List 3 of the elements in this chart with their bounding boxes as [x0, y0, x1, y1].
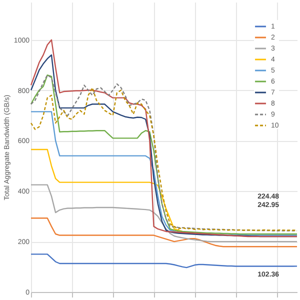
line-series [30, 218, 298, 248]
line-series [30, 184, 298, 242]
line-series [30, 254, 298, 268]
